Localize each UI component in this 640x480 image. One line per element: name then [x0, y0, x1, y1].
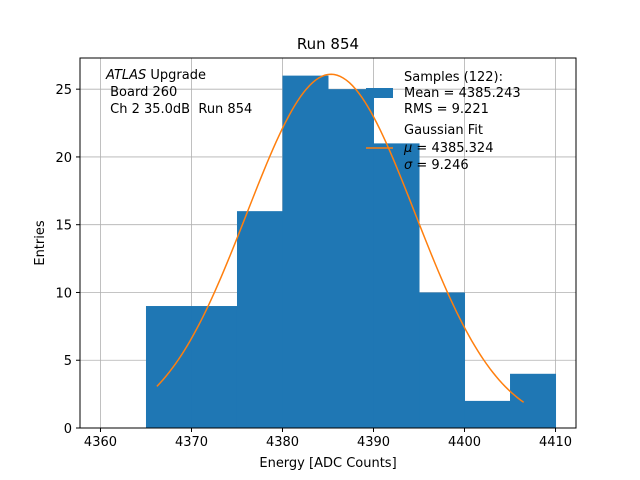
legend-samples-label: Samples (122):	[404, 70, 503, 85]
histogram-bar	[236, 211, 283, 428]
legend-samples-rms: RMS = 9.221	[404, 102, 489, 117]
annotation-channel: Ch 2 35.0dB Run 854	[106, 102, 252, 117]
x-axis-label: Energy [ADC Counts]	[259, 456, 396, 471]
y-tick-label: 5	[64, 354, 72, 369]
plot-frame	[79, 57, 577, 429]
legend-mu-symbol: μ	[403, 141, 412, 156]
x-tick-label: 4390	[357, 435, 390, 450]
legend-samples-mean: Mean = 4385.243	[404, 86, 521, 101]
y-tick-label: 20	[55, 151, 72, 166]
y-tick-label: 0	[64, 422, 72, 437]
x-tick-label: 4410	[539, 435, 572, 450]
histogram-bar	[328, 89, 375, 429]
y-tick-label: 15	[55, 219, 72, 234]
legend-samples-swatch	[366, 88, 393, 98]
annotation-experiment: ATLAS	[105, 68, 146, 83]
gaussian-fit-curve	[156, 73, 525, 403]
gaussian-fit	[156, 73, 525, 403]
histogram-bar	[191, 306, 238, 428]
run-annotation: ATLAS Upgrade Board 260 Ch 2 35.0dB Run …	[105, 68, 252, 117]
legend: Samples (122): Mean = 4385.243 RMS = 9.2…	[366, 70, 521, 173]
histogram-bar	[464, 400, 511, 428]
x-tick-label: 4380	[266, 435, 299, 450]
y-tick-label: 25	[55, 83, 72, 98]
annotation-board: Board 260	[106, 85, 177, 100]
legend-fit-mu: μ = 4385.324	[403, 141, 493, 156]
annotation-experiment-suffix: Upgrade	[146, 68, 206, 83]
legend-sigma-symbol: σ	[404, 158, 413, 173]
histogram-bar	[510, 373, 557, 428]
histogram-bar	[282, 75, 329, 428]
y-axis-label: Entries	[33, 220, 48, 266]
legend-fit-label: Gaussian Fit	[404, 123, 483, 138]
histogram-bars	[145, 75, 557, 429]
x-tick-label: 4400	[448, 435, 481, 450]
x-tick-label: 4370	[175, 435, 208, 450]
histogram-bar	[419, 292, 466, 428]
axis-ticks: 4360 4370 4380 4390 4400 4410 0 5 10 15 20 25	[55, 83, 572, 450]
legend-fit-sigma: σ = 9.246	[404, 158, 469, 173]
annotation-line-1: ATLAS Upgrade	[105, 68, 206, 83]
legend-mu-value: = 4385.324	[412, 141, 493, 156]
y-tick-label: 10	[55, 286, 72, 301]
legend-sigma-value: = 9.246	[412, 158, 468, 173]
histogram-bar	[373, 143, 420, 428]
chart-title: Run 854	[297, 35, 359, 53]
histogram-bar	[145, 306, 192, 428]
x-tick-label: 4360	[84, 435, 117, 450]
